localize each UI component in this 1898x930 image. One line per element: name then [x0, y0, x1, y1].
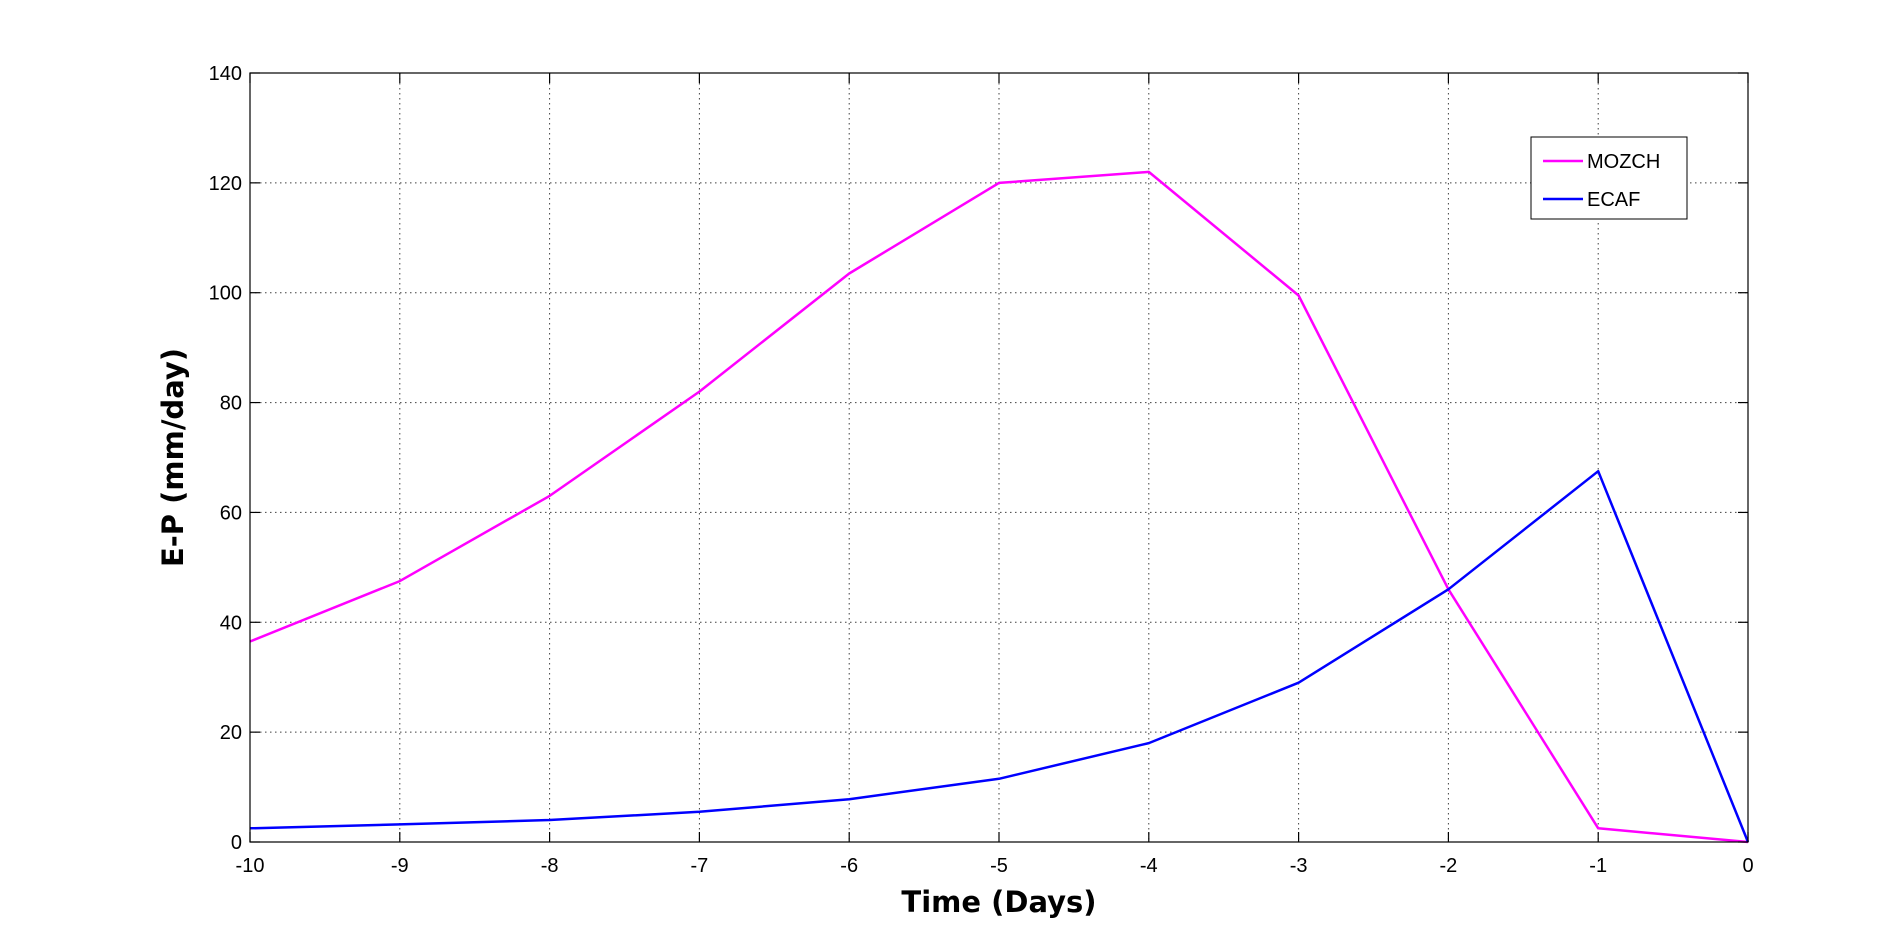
x-tick-label: -1: [1589, 855, 1607, 877]
y-tick-label: 120: [209, 173, 242, 195]
x-tick-label: -5: [990, 855, 1008, 877]
y-axis-title: E-P (mm/day): [156, 348, 190, 567]
axis-ticks: [249, 72, 1749, 843]
x-tick-label: -10: [236, 855, 265, 877]
series-line-ecaf: [249, 469, 1750, 843]
legend-label-mozch: MOZCH: [1587, 151, 1660, 173]
x-tick-label: -2: [1440, 855, 1458, 877]
legend-box: [1530, 136, 1688, 220]
legend: MOZCH ECAF: [1530, 136, 1688, 220]
x-tick-label: -6: [840, 855, 858, 877]
x-tick-label: -4: [1140, 855, 1158, 877]
x-tick-label: -7: [691, 855, 709, 877]
x-axis-tick-labels: -10 -9 -8 -7 -6 -5 -4 -3 -2 -1 0: [236, 855, 1754, 877]
y-tick-label: 140: [209, 63, 242, 85]
y-tick-label: 100: [209, 283, 242, 305]
y-tick-label: 80: [220, 393, 242, 415]
x-tick-label: -9: [391, 855, 409, 877]
series-lines: [249, 170, 1750, 844]
y-axis-tick-labels: 0 20 40 60 80 100 120 140: [209, 63, 242, 854]
series-line-mozch: [249, 170, 1749, 844]
x-tick-label: -3: [1290, 855, 1308, 877]
y-tick-label: 40: [220, 612, 242, 634]
legend-label-ecaf: ECAF: [1587, 189, 1640, 211]
x-tick-label: 0: [1742, 855, 1753, 877]
y-tick-label: 20: [220, 722, 242, 744]
grid-lines: [250, 73, 1748, 842]
x-tick-label: -8: [541, 855, 559, 877]
y-tick-label: 60: [220, 502, 242, 524]
y-tick-label: 0: [231, 832, 242, 854]
x-axis-title: Time (Days): [901, 885, 1096, 919]
